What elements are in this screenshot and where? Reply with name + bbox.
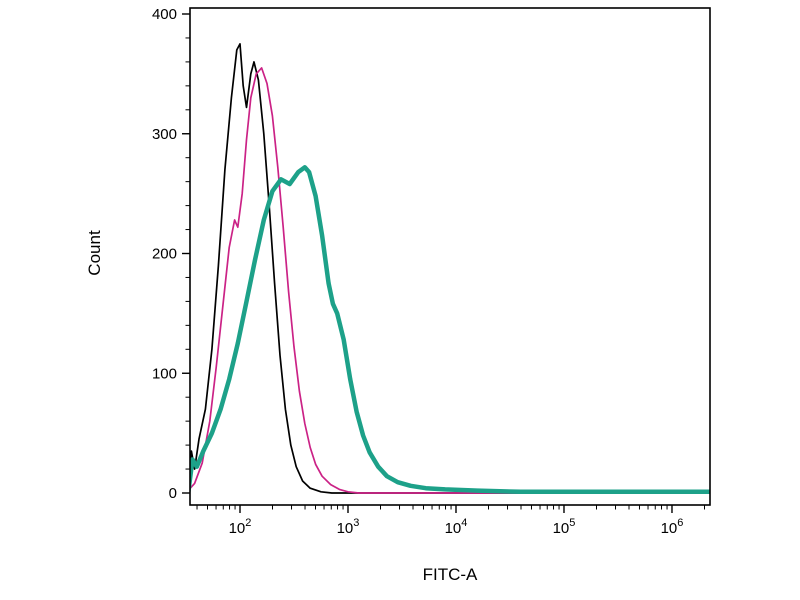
y-tick-label: 100 <box>152 365 177 382</box>
x-tick-label: 104 <box>445 517 468 537</box>
y-axis-label: Count <box>85 230 104 276</box>
teal-curve <box>190 165 710 495</box>
y-tick-label: 0 <box>169 485 177 502</box>
axis-tick-labels-layer: 102 103 104 105 106 0 100 200 300 400 <box>152 6 683 537</box>
axis-ticks-layer <box>182 13 705 513</box>
x-tick-label: 102 <box>229 517 252 537</box>
x-tick-label: 105 <box>553 517 576 537</box>
x-axis-label: FITC-A <box>423 565 478 584</box>
x-tick-label: 106 <box>661 517 684 537</box>
magenta-curve <box>190 67 710 494</box>
black-curve <box>190 43 710 494</box>
y-tick-label: 400 <box>152 6 177 23</box>
x-tick-label: 103 <box>337 517 360 537</box>
y-tick-label: 200 <box>152 246 177 263</box>
plot-border <box>189 7 711 506</box>
curves-layer <box>190 43 710 495</box>
y-tick-label: 300 <box>152 126 177 143</box>
